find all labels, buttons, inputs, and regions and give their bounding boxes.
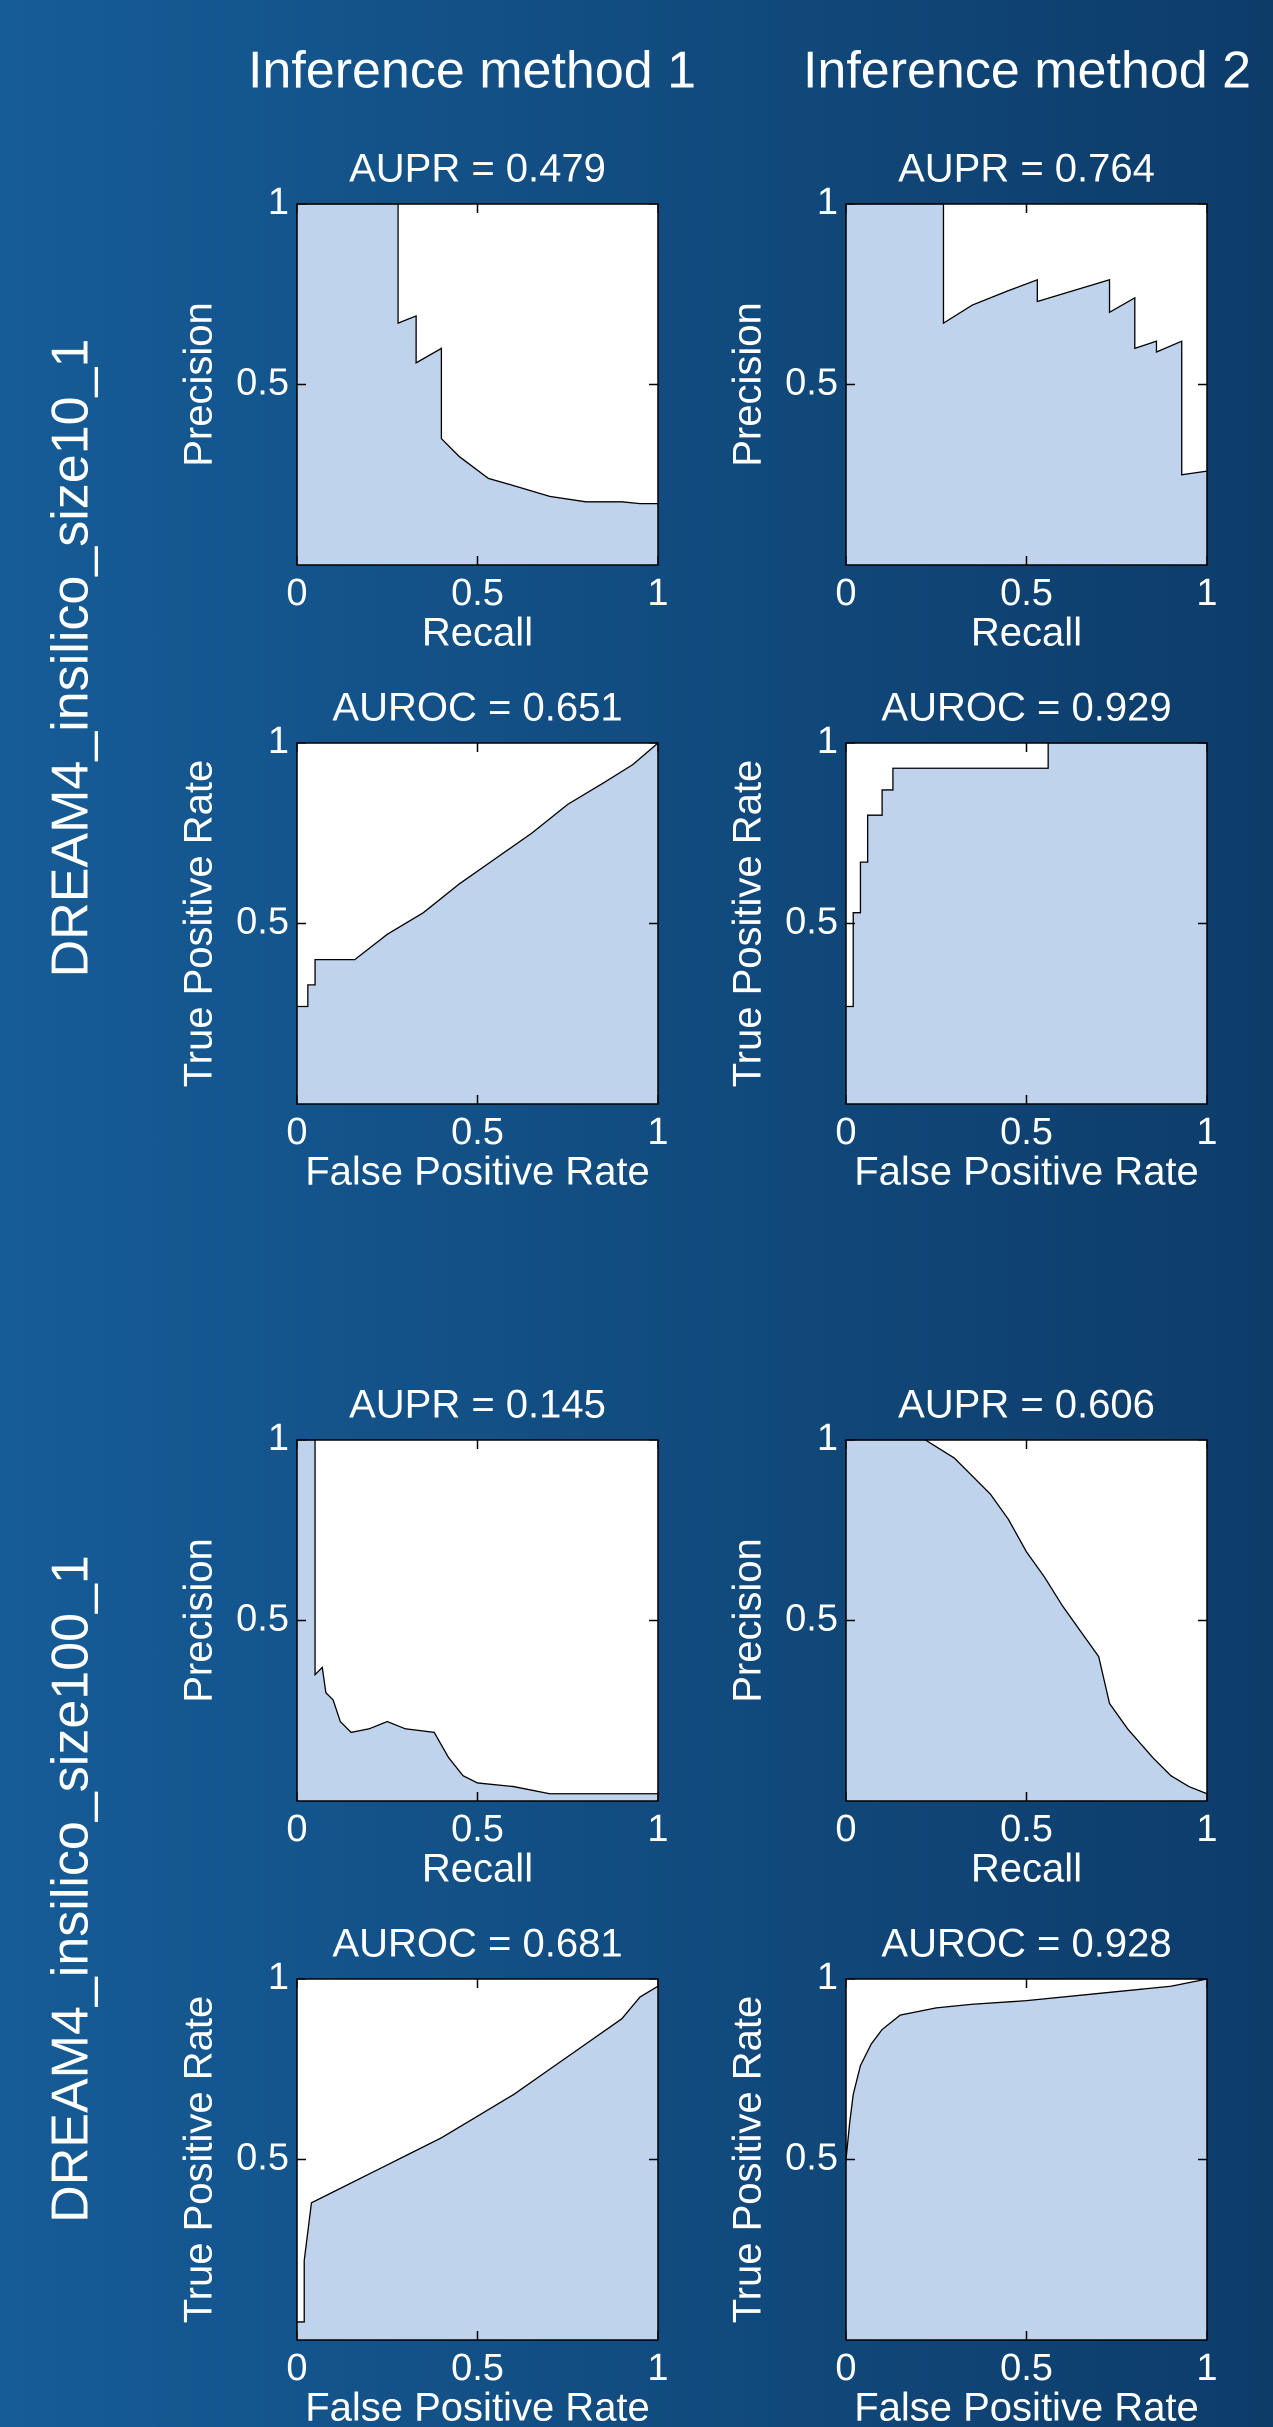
area-fill xyxy=(297,1986,658,2340)
plot: 0 0.5 1 0.5 1 AUROC = 0.651 False Positive Rat… xyxy=(177,686,669,1194)
column-title: Inference method 2 xyxy=(803,42,1251,100)
y-tick-label: 0.5 xyxy=(785,362,838,404)
x-tick-label: 0 xyxy=(835,2347,856,2389)
area-fill xyxy=(297,743,658,1104)
y-tick-label: 0.5 xyxy=(236,901,289,943)
x-axis-label: False Positive Rate xyxy=(305,2386,650,2427)
curve xyxy=(846,1439,1208,1795)
y-tick-label: 1 xyxy=(268,720,289,762)
y-tick-label: 0.5 xyxy=(236,1598,289,1640)
plot: 0 0.5 1 0.5 1 AUROC = 0.929 False Positive Rat… xyxy=(726,686,1218,1194)
y-tick-label: 0.5 xyxy=(236,2137,289,2179)
x-tick-label: 1 xyxy=(1196,1808,1217,1850)
chart-title: AUPR = 0.606 xyxy=(898,1383,1155,1427)
y-tick-label: 1 xyxy=(817,1417,838,1459)
x-tick-label: 0 xyxy=(286,1111,307,1153)
area-fill xyxy=(846,743,1207,1104)
area-fill xyxy=(846,204,1207,565)
chart-title: AUPR = 0.764 xyxy=(898,147,1155,191)
y-tick-label: 1 xyxy=(817,1956,838,1998)
x-tick-label: 0 xyxy=(286,1808,307,1850)
y-axis-label: Precision xyxy=(726,1538,770,1703)
x-tick-label: 0.5 xyxy=(451,1808,504,1850)
y-axis-label: True Positive Rate xyxy=(726,1996,770,2324)
x-tick-label: 0.5 xyxy=(1000,1111,1053,1153)
x-tick-label: 1 xyxy=(1196,2347,1217,2389)
chart-title: AUROC = 0.928 xyxy=(881,1922,1171,1966)
x-axis-label: Recall xyxy=(971,611,1082,655)
x-tick-label: 0 xyxy=(835,1808,856,1850)
x-axis-label: Recall xyxy=(422,611,533,655)
x-tick-label: 0.5 xyxy=(451,1111,504,1153)
y-tick-label: 1 xyxy=(268,1417,289,1459)
x-tick-label: 1 xyxy=(647,1808,668,1850)
chart-title: AUPR = 0.479 xyxy=(349,147,606,191)
x-tick-label: 0.5 xyxy=(1000,572,1053,614)
plot: 0 0.5 1 0.5 1 AUROC = 0.928 False Positive Rat… xyxy=(726,1922,1218,2427)
column-title: Inference method 1 xyxy=(248,42,696,100)
x-tick-label: 1 xyxy=(647,1111,668,1153)
x-tick-label: 0.5 xyxy=(451,572,504,614)
area-fill xyxy=(297,1440,658,1801)
plot: 0 0.5 1 0.5 1 AUPR = 0.764 Recall Precision xyxy=(726,147,1218,655)
y-axis-label: Precision xyxy=(726,302,770,467)
curve xyxy=(297,203,658,505)
area-fill xyxy=(846,1979,1207,2340)
y-axis-label: True Positive Rate xyxy=(726,760,770,1088)
plot: 0 0.5 1 0.5 1 AUPR = 0.479 Recall Precision xyxy=(177,147,669,655)
chart-title: AUROC = 0.651 xyxy=(332,686,622,730)
chart-title: AUROC = 0.929 xyxy=(881,686,1171,730)
y-axis-label: True Positive Rate xyxy=(177,1996,221,2324)
curve xyxy=(846,742,1207,1008)
y-tick-label: 0.5 xyxy=(785,2137,838,2179)
curve xyxy=(297,742,659,1008)
x-tick-label: 0 xyxy=(286,2347,307,2389)
x-axis-label: Recall xyxy=(971,1847,1082,1891)
y-axis-label: Precision xyxy=(177,1538,221,1703)
y-tick-label: 0.5 xyxy=(785,901,838,943)
curve xyxy=(297,1439,658,1795)
x-tick-label: 1 xyxy=(647,2347,668,2389)
y-axis-label: True Positive Rate xyxy=(177,760,221,1088)
y-tick-label: 1 xyxy=(268,1956,289,1998)
x-axis-label: False Positive Rate xyxy=(854,2386,1199,2427)
area-fill xyxy=(846,1440,1207,1801)
x-tick-label: 1 xyxy=(1196,572,1217,614)
x-tick-label: 0 xyxy=(835,1111,856,1153)
y-tick-label: 0.5 xyxy=(785,1598,838,1640)
x-axis-label: False Positive Rate xyxy=(305,1150,650,1194)
row-title: DREAM4_insilico_size100_1 xyxy=(42,1555,100,2223)
curve xyxy=(846,203,1208,476)
plot: 0 0.5 1 0.5 1 AUPR = 0.606 Recall Precision xyxy=(726,1383,1218,1891)
x-tick-label: 0.5 xyxy=(1000,1808,1053,1850)
y-tick-label: 1 xyxy=(817,181,838,223)
y-axis-label: Precision xyxy=(177,302,221,467)
x-axis-label: False Positive Rate xyxy=(854,1150,1199,1194)
x-tick-label: 1 xyxy=(1196,1111,1217,1153)
curve xyxy=(297,1985,659,2323)
x-tick-label: 0 xyxy=(286,572,307,614)
chart-title: AUROC = 0.681 xyxy=(332,1922,622,1966)
x-tick-label: 0.5 xyxy=(451,2347,504,2389)
y-tick-label: 0.5 xyxy=(236,362,289,404)
y-tick-label: 1 xyxy=(817,720,838,762)
row-title: DREAM4_insilico_size10_1 xyxy=(42,339,100,978)
x-tick-label: 1 xyxy=(647,572,668,614)
area-fill xyxy=(297,204,658,565)
x-tick-label: 0.5 xyxy=(1000,2347,1053,2389)
x-axis-label: Recall xyxy=(422,1847,533,1891)
curve xyxy=(845,1978,1208,2160)
x-tick-label: 0 xyxy=(835,572,856,614)
plot: 0 0.5 1 0.5 1 AUPR = 0.145 Recall Precision xyxy=(177,1383,669,1891)
y-tick-label: 1 xyxy=(268,181,289,223)
plot: 0 0.5 1 0.5 1 AUROC = 0.681 False Positive Rat… xyxy=(177,1922,669,2427)
chart-title: AUPR = 0.145 xyxy=(349,1383,606,1427)
